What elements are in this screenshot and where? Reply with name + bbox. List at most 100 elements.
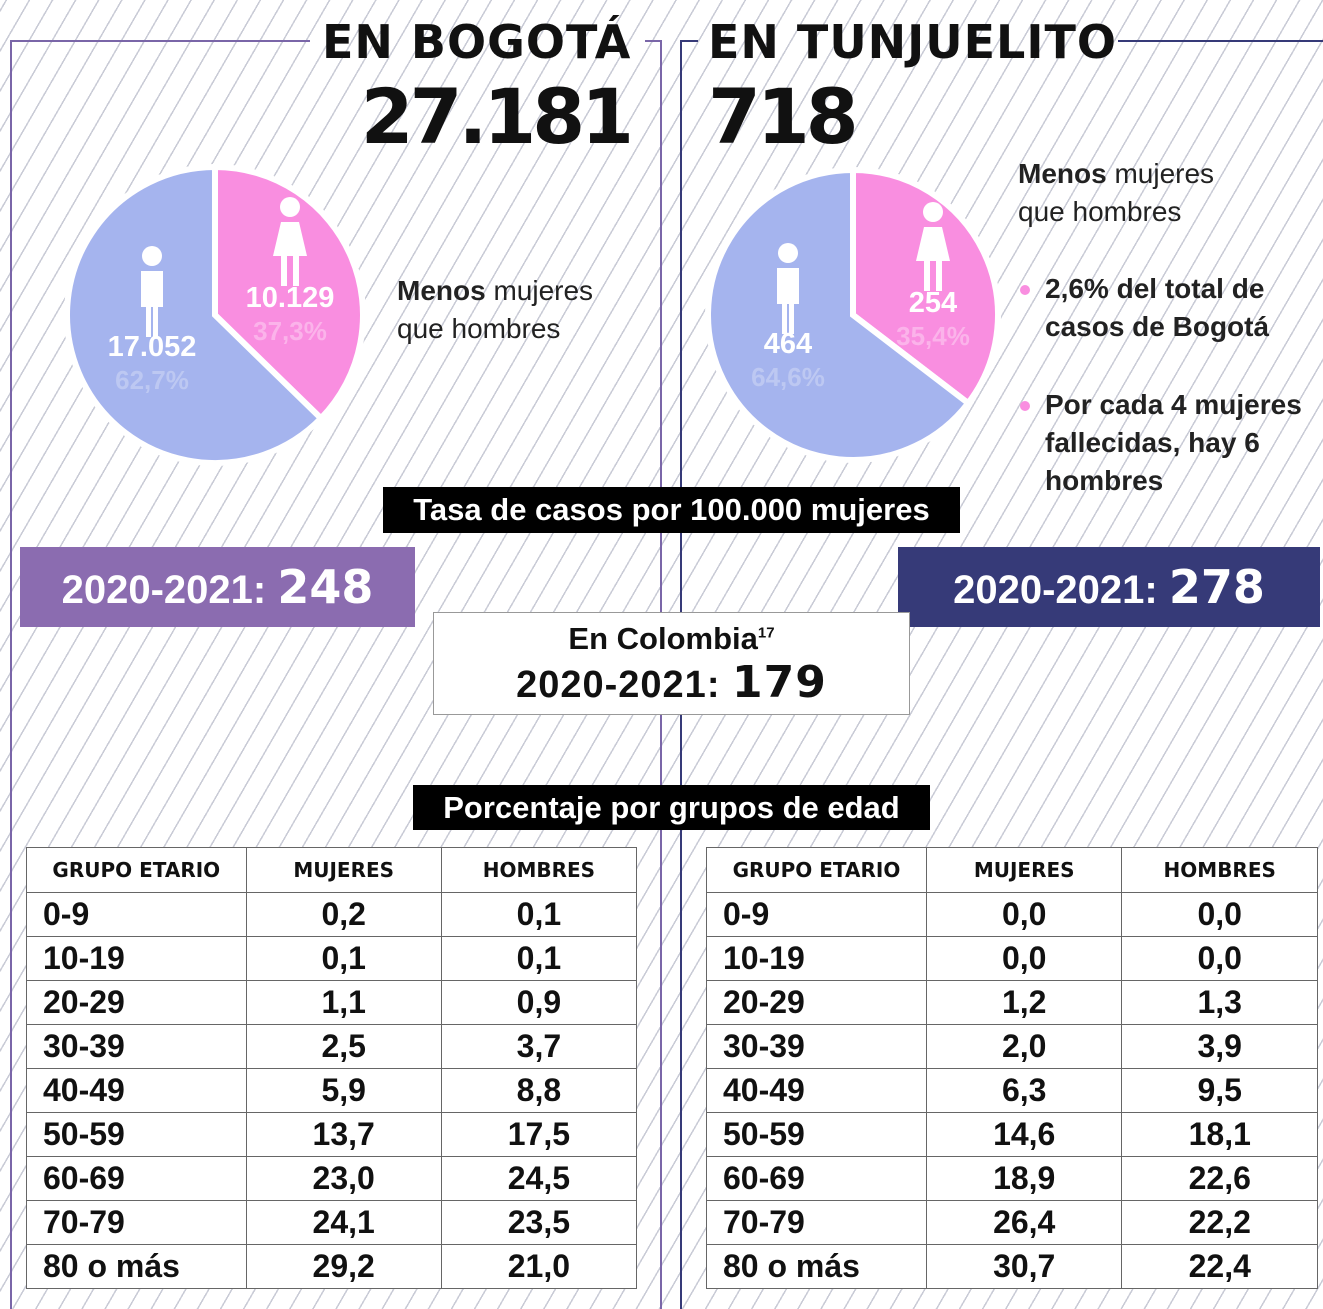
bullet-dot — [1020, 285, 1030, 295]
cell: 5,9 — [245, 1068, 442, 1113]
row: 30-39 2,0 3,9 — [706, 1024, 1318, 1069]
slice-value: 10.129 — [246, 282, 335, 314]
rate-label: 2020-2021: — [61, 568, 267, 612]
colombia-rate: 2020-2021: 179 — [434, 657, 909, 708]
cell: 0,1 — [440, 936, 638, 981]
cell: 0,0 — [925, 936, 1123, 981]
cell: 0,2 — [245, 892, 442, 937]
cell: 8,8 — [440, 1068, 638, 1113]
note: Menos mujeres que hombres — [1018, 155, 1248, 231]
icon — [923, 202, 943, 222]
icon — [777, 268, 799, 334]
icon — [778, 243, 798, 263]
row: 20-29 1,1 0,9 — [26, 980, 638, 1025]
bullets: 2,6% del total de casos de Bogotá Por cad… — [1018, 270, 1323, 500]
slice-value: 17.052 — [108, 331, 197, 363]
slice-value: 464 — [764, 328, 812, 360]
rate-value: 179 — [732, 657, 827, 708]
header-cell: HOMBRES — [1121, 847, 1318, 893]
cell: 14,6 — [925, 1112, 1123, 1157]
rate-box: 2020-2021: 248 — [20, 547, 415, 627]
rate-box: 2020-2021: 278 — [898, 547, 1320, 627]
cell: 40-49 — [26, 1068, 247, 1113]
row: 0-9 0,2 0,1 — [26, 892, 638, 937]
cell: 0,0 — [1121, 892, 1318, 937]
pie-slice — [64, 163, 326, 466]
cell: 3,9 — [1121, 1024, 1318, 1069]
row: 60-69 18,9 22,6 — [706, 1156, 1318, 1201]
cell: 40-49 — [706, 1068, 927, 1113]
pie-slice — [705, 166, 973, 463]
cell: 6,3 — [925, 1068, 1123, 1113]
header-cell: GRUPO ETARIO — [706, 847, 927, 893]
header-cell: MUJERES — [925, 847, 1123, 893]
cell: 1,2 — [925, 980, 1123, 1025]
row: 60-69 23,0 24,5 — [26, 1156, 638, 1201]
cell: 18,1 — [1121, 1112, 1318, 1157]
header-row: GRUPO ETARIO MUJERES HOMBRES — [706, 847, 1318, 893]
cell: 80 o más — [26, 1244, 247, 1289]
frame — [10, 40, 310, 42]
row: 20-29 1,2 1,3 — [706, 980, 1318, 1025]
header-cell: HOMBRES — [440, 847, 638, 893]
cell: 26,4 — [925, 1200, 1123, 1245]
age-table: GRUPO ETARIO MUJERES HOMBRES 0-9 0,0 0,0 10-19… — [706, 847, 1318, 1289]
header-cell: MUJERES — [245, 847, 442, 893]
row: 10-19 0,1 0,1 — [26, 936, 638, 981]
slice-value: 254 — [909, 287, 957, 319]
cell: 0,0 — [1121, 936, 1318, 981]
cell: 24,5 — [440, 1156, 638, 1201]
icon — [141, 271, 163, 337]
header-cell: GRUPO ETARIO — [26, 847, 247, 893]
cell: 1,1 — [245, 980, 442, 1025]
slice-percent: 62,7% — [115, 365, 189, 395]
rate-value: 278 — [1168, 560, 1265, 614]
row: 70-79 26,4 22,2 — [706, 1200, 1318, 1245]
cell: 22,4 — [1121, 1244, 1318, 1289]
frame — [10, 40, 12, 1309]
age-title: Porcentaje por grupos de edad — [413, 785, 930, 830]
icon — [916, 227, 950, 291]
cell: 3,7 — [440, 1024, 638, 1069]
cell: 29,2 — [245, 1244, 442, 1289]
total: 27.181 — [360, 72, 634, 161]
title: EN BOGOTÁ — [322, 15, 632, 69]
slice-percent: 37,3% — [253, 316, 327, 346]
row: 50-59 13,7 17,5 — [26, 1112, 638, 1157]
header-row: GRUPO ETARIO MUJERES HOMBRES — [26, 847, 638, 893]
cell: 30,7 — [925, 1244, 1123, 1289]
title: EN TUNJUELITO — [708, 15, 1117, 69]
age-table: GRUPO ETARIO MUJERES HOMBRES 0-9 0,2 0,1 10-19… — [26, 847, 638, 1289]
cell: 80 o más — [706, 1244, 927, 1289]
row: 40-49 6,3 9,5 — [706, 1068, 1318, 1113]
cell: 50-59 — [26, 1112, 247, 1157]
cell: 0-9 — [706, 892, 927, 937]
cell: 60-69 — [706, 1156, 927, 1201]
cell: 9,5 — [1121, 1068, 1318, 1113]
bullet: 2,6% del total de casos de Bogotá — [1018, 270, 1323, 346]
icon — [273, 222, 307, 286]
cell: 0,9 — [440, 980, 638, 1025]
icon — [142, 246, 162, 266]
cell: 60-69 — [26, 1156, 247, 1201]
row: 30-39 2,5 3,7 — [26, 1024, 638, 1069]
cell: 2,5 — [245, 1024, 442, 1069]
cell: 30-39 — [706, 1024, 927, 1069]
rate-label: 2020-2021: — [953, 568, 1158, 612]
rate-title: Tasa de casos por 100.000 mujeres — [383, 487, 960, 533]
row: 10-19 0,0 0,0 — [706, 936, 1318, 981]
rate-label: 2020-2021: — [516, 664, 721, 706]
cell: 17,5 — [440, 1112, 638, 1157]
cell: 13,7 — [245, 1112, 442, 1157]
cell: 0-9 — [26, 892, 247, 937]
row: 80 o más 29,2 21,0 — [26, 1244, 638, 1289]
row: 40-49 5,9 8,8 — [26, 1068, 638, 1113]
cell: 18,9 — [925, 1156, 1123, 1201]
cell: 0,0 — [925, 892, 1123, 937]
cell: 22,2 — [1121, 1200, 1318, 1245]
colombia-box: En Colombia17 2020-2021: 179 — [433, 612, 910, 715]
cell: 2,0 — [925, 1024, 1123, 1069]
footnote: 17 — [757, 624, 775, 642]
